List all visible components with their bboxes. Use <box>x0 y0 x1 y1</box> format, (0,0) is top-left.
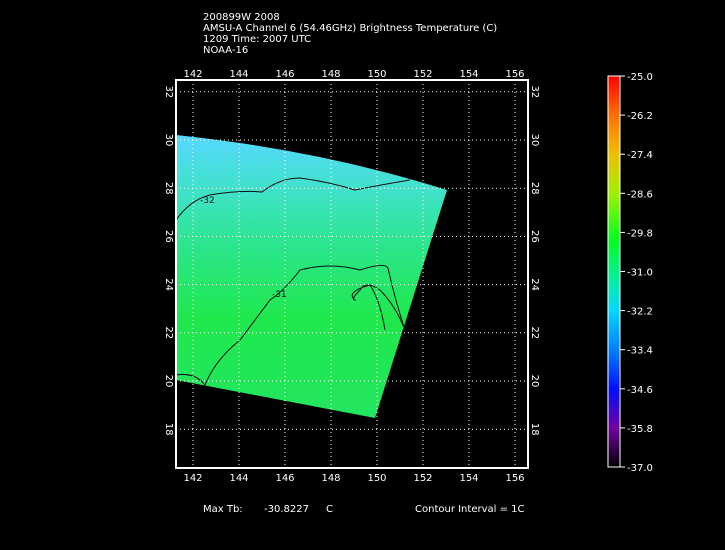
colorbar-label: -34.6 <box>627 385 653 396</box>
lon-label: 146 <box>275 473 294 484</box>
max-unit: C <box>326 504 333 515</box>
lat-label: 32 <box>529 85 540 98</box>
contour-line <box>175 177 411 221</box>
lat-label: 30 <box>529 134 540 147</box>
lat-label: 22 <box>529 326 540 339</box>
contour-label: -32 <box>200 196 215 206</box>
colorbar-label: -31.0 <box>627 268 653 279</box>
contour-interval: Contour Interval = 1C <box>415 504 525 515</box>
lon-label: 142 <box>183 473 202 484</box>
lat-label: 28 <box>529 182 540 195</box>
lon-label: 148 <box>321 473 340 484</box>
lon-label: 146 <box>275 69 294 80</box>
colorbar-label: -37.0 <box>627 463 653 474</box>
lon-label: 148 <box>321 69 340 80</box>
colorbar-label: -29.8 <box>627 228 653 239</box>
lon-label: 152 <box>413 473 432 484</box>
header-line: AMSU-A Channel 6 (54.46GHz) Brightness T… <box>203 23 497 34</box>
lat-label: 18 <box>163 423 174 436</box>
lon-label: 154 <box>459 69 478 80</box>
colorbar-label: -25.0 <box>627 72 653 83</box>
header-line: 200899W 2008 <box>203 12 280 23</box>
lon-label: 152 <box>413 69 432 80</box>
header-line: NOAA-16 <box>203 45 248 56</box>
data-swath <box>176 135 447 418</box>
header-line: 1209 Time: 2007 UTC <box>203 34 311 45</box>
lat-label: 22 <box>163 326 174 339</box>
lon-label: 156 <box>505 69 524 80</box>
lat-label: 20 <box>163 375 174 388</box>
colorbar-label: -33.4 <box>627 346 653 357</box>
lat-label: 30 <box>163 134 174 147</box>
graticule: 142 142 144 144 146 146 148 148 150 150 152 152 154 1… <box>163 69 540 484</box>
lat-label: 32 <box>163 85 174 98</box>
lon-label: 156 <box>505 473 524 484</box>
lat-label: 26 <box>529 230 540 243</box>
contour-label: -31 <box>272 290 287 300</box>
lat-label: 28 <box>163 182 174 195</box>
lat-label: 24 <box>529 278 540 291</box>
lat-label: 20 <box>529 375 540 388</box>
colorbar-label: -28.6 <box>627 189 653 200</box>
max-label: Max Tb: <box>203 504 243 515</box>
lon-label: 142 <box>183 69 202 80</box>
lat-label: 26 <box>163 230 174 243</box>
lon-label: 154 <box>459 473 478 484</box>
lat-label: 24 <box>163 278 174 291</box>
colorbar-label: -35.8 <box>627 424 653 435</box>
lat-label: 18 <box>529 423 540 436</box>
lon-label: 150 <box>367 69 386 80</box>
max-value: -30.8227 <box>264 504 309 515</box>
colorbar-label: -27.4 <box>627 150 653 161</box>
colorbar-label: -26.2 <box>627 111 653 122</box>
contour-line <box>175 264 406 386</box>
lon-label: 144 <box>229 473 248 484</box>
map-frame <box>175 79 529 469</box>
colorbar <box>607 75 621 468</box>
lon-label: 150 <box>367 473 386 484</box>
lon-label: 144 <box>229 69 248 80</box>
colorbar-label: -32.2 <box>627 307 653 318</box>
